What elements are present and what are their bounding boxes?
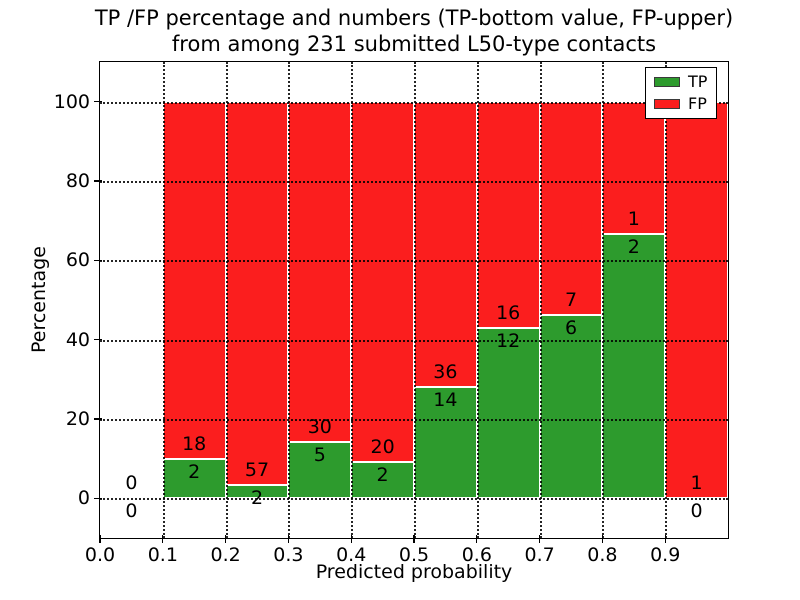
fp-count-label: 0 — [125, 472, 138, 495]
tp-count-label: 2 — [376, 464, 389, 487]
y-tick-mark — [94, 180, 102, 182]
fp-count-label: 36 — [433, 361, 458, 384]
v-gridline — [602, 62, 605, 538]
x-tick-mark — [287, 535, 290, 543]
tp-count-label: 2 — [250, 486, 264, 509]
tp-count-label: 0 — [125, 500, 138, 523]
x-tick-label: 0.9 — [650, 544, 681, 566]
fp-count-label: 30 — [307, 415, 332, 438]
fp-count-label: 7 — [564, 289, 578, 312]
fp-count-label: 20 — [370, 436, 395, 459]
v-gridline — [351, 62, 354, 538]
y-tick-label: 80 — [65, 170, 90, 192]
y-tick-mark — [94, 418, 102, 420]
chart-title-line1: TP /FP percentage and numbers (TP-bottom… — [94, 6, 734, 30]
y-axis-label: Percentage — [28, 246, 50, 354]
fp-bar-segment — [414, 101, 477, 388]
chart-title: TP /FP percentage and numbers (TP-bottom… — [86, 5, 742, 57]
fp-bar-segment — [476, 101, 540, 329]
tp-count-label: 5 — [313, 443, 326, 466]
tp-count-label: 6 — [564, 317, 578, 340]
x-tick-label: 0.8 — [587, 544, 618, 566]
x-tick-label: 0.4 — [336, 544, 367, 566]
x-tick-mark — [601, 535, 604, 543]
fp-bar-segment — [539, 101, 603, 316]
v-gridline — [288, 62, 291, 538]
fp-bar-segment — [602, 101, 666, 234]
fp-color-swatch-icon — [654, 99, 680, 109]
x-tick-mark — [350, 535, 352, 543]
y-tick-label: 20 — [65, 408, 90, 430]
v-gridline — [414, 62, 416, 538]
fp-bar-segment — [351, 101, 414, 463]
x-tick-label: 0.2 — [210, 544, 241, 566]
tp-bar-segment — [539, 315, 603, 499]
y-tick-label: 0 — [77, 487, 90, 510]
tp-bar-segment — [476, 328, 540, 499]
y-tick-mark — [94, 259, 102, 262]
legend-label-fp: FP — [688, 94, 707, 113]
x-tick-mark — [224, 535, 227, 543]
x-tick-mark — [538, 535, 541, 543]
fp-count-label: 1 — [627, 207, 640, 230]
tp-count-label: 12 — [496, 330, 521, 353]
x-axis-label: Predicted probability — [315, 561, 513, 583]
x-tick-label: 0.0 — [84, 544, 116, 566]
x-tick-mark — [413, 535, 415, 543]
chart-title-line2: from among 231 submitted L50-type contac… — [171, 32, 657, 56]
y-tick-mark — [94, 338, 102, 341]
y-tick-label: 60 — [65, 249, 90, 272]
v-gridline — [665, 62, 668, 538]
tp-count-label: 0 — [690, 500, 703, 523]
x-tick-mark — [162, 535, 164, 543]
fp-bar-segment — [288, 101, 352, 442]
v-gridline — [225, 62, 228, 538]
tp-count-label: 2 — [627, 235, 640, 258]
v-gridline — [539, 62, 542, 538]
legend-item-tp: TP — [654, 74, 708, 90]
x-tick-label: 0.5 — [398, 544, 430, 566]
fp-count-label: 16 — [496, 302, 521, 325]
y-tick-mark — [94, 100, 102, 103]
y-tick-mark — [94, 497, 102, 500]
y-tick-label: 40 — [65, 328, 90, 351]
x-tick-label: 0.3 — [273, 544, 304, 566]
y-tick-label: 100 — [53, 90, 90, 113]
legend-item-fp: FP — [654, 96, 708, 112]
v-gridline — [162, 62, 165, 538]
tp-color-swatch-icon — [654, 77, 680, 87]
fp-count-label: 18 — [182, 432, 207, 455]
tp-bar-segment — [602, 233, 666, 499]
x-tick-label: 0.7 — [524, 544, 555, 566]
fp-bar-segment — [162, 101, 226, 459]
x-tick-mark — [99, 535, 101, 543]
fp-bar-segment — [665, 101, 728, 499]
fp-count-label: 57 — [244, 458, 270, 481]
tp-count-label: 14 — [433, 389, 458, 412]
legend: TP FP — [645, 67, 717, 119]
x-tick-mark — [476, 535, 478, 543]
fp-bar-segment — [225, 101, 289, 485]
x-tick-mark — [664, 535, 666, 543]
tp-count-label: 2 — [188, 460, 201, 483]
x-tick-label: 0.6 — [461, 544, 492, 566]
v-gridline — [476, 62, 479, 538]
plot-area: 0.0 0.1 0.2 0.3 0.4 0.5 0.6 0.7 0.8 0.9 0 20 40 60 80 1… — [54, 61, 729, 566]
fp-count-label: 1 — [690, 472, 703, 495]
legend-label-tp: TP — [688, 72, 708, 91]
x-tick-label: 0.1 — [147, 544, 178, 566]
tp-bar-segment — [351, 462, 414, 499]
